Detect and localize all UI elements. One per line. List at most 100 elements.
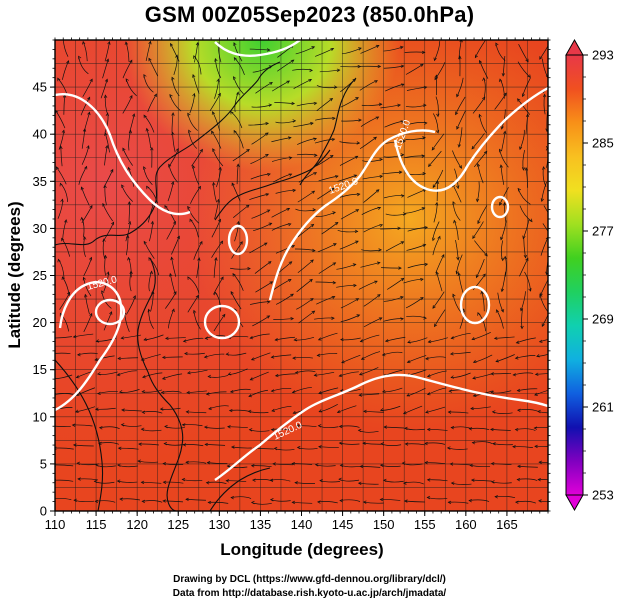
streamline-arrow — [437, 235, 441, 240]
streamline-arrow — [551, 237, 554, 240]
streamline — [250, 154, 269, 164]
streamline — [230, 388, 251, 393]
streamline-arrow — [103, 184, 107, 189]
streamline-arrow — [273, 446, 278, 451]
streamline-arrow — [296, 445, 301, 450]
streamline — [83, 257, 92, 277]
streamline — [525, 114, 529, 135]
coast-taiwan-luzon — [137, 257, 156, 373]
streamline-arrow — [516, 477, 521, 482]
streamline-arrow — [169, 272, 173, 277]
streamline — [469, 499, 490, 502]
streamline — [404, 155, 425, 158]
streamline-arrow — [329, 155, 334, 159]
streamline-arrow — [86, 145, 90, 149]
streamline-arrow — [500, 288, 504, 293]
streamline — [382, 387, 403, 393]
x-axis-label: Longitude (degrees) — [220, 540, 383, 559]
streamline — [381, 267, 402, 269]
streamline-arrow — [458, 165, 462, 169]
streamline-arrow — [400, 295, 404, 300]
streamline — [274, 101, 295, 104]
streamline — [270, 479, 291, 482]
streamline-arrow — [377, 64, 382, 69]
streamline-arrow — [50, 352, 53, 355]
streamline — [450, 463, 471, 466]
streamline-arrow — [197, 257, 201, 261]
streamline-arrow — [540, 198, 544, 203]
streamline-arrow — [420, 63, 424, 67]
streamline — [494, 93, 507, 110]
streamline — [98, 442, 119, 445]
streamline — [55, 464, 74, 467]
streamline — [380, 464, 401, 467]
streamline — [297, 259, 314, 273]
streamline — [296, 298, 314, 310]
streamline-arrow — [514, 428, 519, 432]
streamline-arrow — [61, 276, 65, 281]
streamline — [491, 372, 512, 375]
streamline — [361, 103, 382, 106]
streamline-arrow — [423, 121, 428, 125]
streamline — [539, 339, 548, 343]
streamline-arrow — [501, 257, 505, 262]
streamline-arrow — [523, 254, 528, 259]
streamline — [539, 278, 548, 296]
streamline — [271, 405, 292, 412]
streamline — [186, 390, 207, 394]
streamline-arrow — [60, 198, 64, 203]
coast-indochina — [55, 359, 104, 511]
streamline-arrow — [291, 101, 296, 106]
streamline — [340, 209, 359, 220]
coastlines — [55, 61, 357, 511]
streamline-arrow — [374, 80, 378, 84]
streamline-arrow — [402, 139, 407, 143]
streamline — [148, 58, 159, 77]
streamline-arrow — [127, 166, 131, 171]
streamline-arrow — [355, 209, 360, 213]
streamline-arrow — [80, 186, 84, 191]
streamline-arrow — [515, 500, 519, 504]
streamline-arrow — [211, 111, 215, 115]
streamline — [77, 352, 98, 356]
streamline-arrow — [184, 351, 188, 356]
streamline — [148, 271, 152, 292]
streamline-arrow — [120, 423, 125, 427]
streamline — [144, 334, 164, 341]
streamline — [295, 208, 316, 212]
streamline — [142, 500, 163, 503]
streamline-arrow — [129, 59, 133, 64]
streamline-arrow — [75, 375, 80, 379]
streamline — [406, 387, 426, 397]
streamline — [192, 74, 200, 94]
streamline — [522, 77, 531, 97]
streamline — [233, 204, 250, 218]
streamline-arrow — [501, 73, 505, 77]
streamline — [451, 482, 472, 485]
streamline-arrow — [150, 220, 154, 225]
streamline-arrow — [484, 252, 488, 257]
streamline — [81, 128, 86, 149]
streamline-arrow — [515, 340, 520, 344]
streamline — [337, 405, 357, 413]
x-tick-label: 125 — [167, 517, 189, 532]
streamline — [497, 292, 504, 313]
streamline-arrow — [89, 312, 93, 317]
streamline-arrow — [313, 137, 317, 141]
streamline-arrow — [472, 376, 476, 380]
y-axis-ticks: 0 5 10 15 20 25 30 35 40 45 — [33, 39, 551, 519]
streamline — [448, 501, 469, 504]
streamline — [472, 97, 486, 114]
streamline — [427, 429, 448, 431]
streamline-arrow — [181, 477, 186, 482]
streamline — [319, 480, 341, 483]
streamline-arrow — [498, 78, 503, 83]
streamline-arrow — [477, 312, 481, 316]
streamline-arrow — [126, 234, 130, 239]
streamline — [187, 369, 208, 374]
streamline-arrow — [336, 410, 341, 414]
streamline — [405, 443, 426, 446]
streamline — [425, 356, 446, 360]
streamline-arrow — [400, 153, 405, 157]
streamline-arrow — [122, 147, 126, 152]
